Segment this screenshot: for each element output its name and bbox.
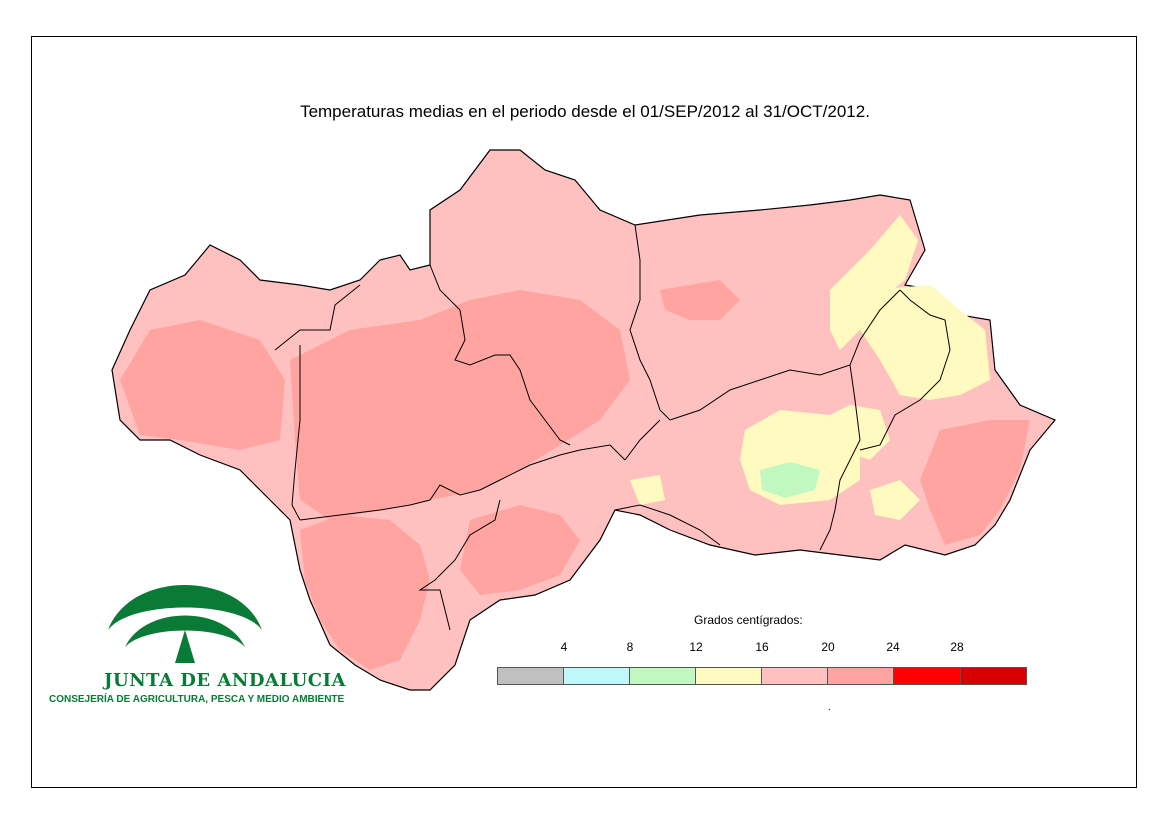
junta-logo-icon — [108, 585, 262, 663]
legend-swatch — [497, 667, 564, 685]
cool-zone-almeria-hills — [870, 480, 920, 520]
province-boundaries — [274, 224, 951, 631]
warm-zone-cadiz — [300, 515, 430, 670]
warm-zone-west — [120, 320, 285, 450]
map-frame — [31, 36, 1137, 788]
legend-tick: 20 — [821, 640, 835, 654]
cool-zone-antequera — [630, 475, 665, 505]
legend-swatch — [563, 667, 630, 685]
logo-name: JUNTA DE ANDALUCIA — [104, 670, 346, 691]
legend-swatch — [695, 667, 762, 685]
logo-subtitle: CONSEJERÍA DE AGRICULTURA, PESCA Y MEDIO… — [49, 694, 345, 705]
legend-tick: 16 — [755, 640, 769, 654]
legend-swatch — [960, 667, 1027, 685]
legend-tick: 4 — [560, 640, 568, 654]
legend-swatch — [827, 667, 894, 685]
map-title: Temperaturas medias en el periodo desde … — [300, 102, 870, 121]
warm-zone-almeria-coast — [920, 420, 1030, 545]
legend-footnote: . — [828, 702, 831, 713]
coolest-zone-sierra-nevada — [760, 462, 820, 498]
legend-swatch — [629, 667, 696, 685]
legend-tick: 28 — [950, 640, 964, 654]
legend-tick: 12 — [689, 640, 703, 654]
cool-zone-cazorla — [830, 215, 918, 350]
legend-swatch — [893, 667, 961, 685]
legend-tick: 24 — [886, 640, 900, 654]
legend-title: Grados centígrados: — [694, 613, 803, 627]
cool-zone-granada-north — [860, 285, 990, 400]
legend-tick: 8 — [626, 640, 634, 654]
warm-zone-jaen — [660, 280, 740, 320]
legend-swatch — [761, 667, 828, 685]
warm-zone-malaga — [460, 505, 580, 595]
cool-zone-baza — [820, 405, 890, 460]
warm-zone-guadalquivir — [290, 290, 630, 520]
